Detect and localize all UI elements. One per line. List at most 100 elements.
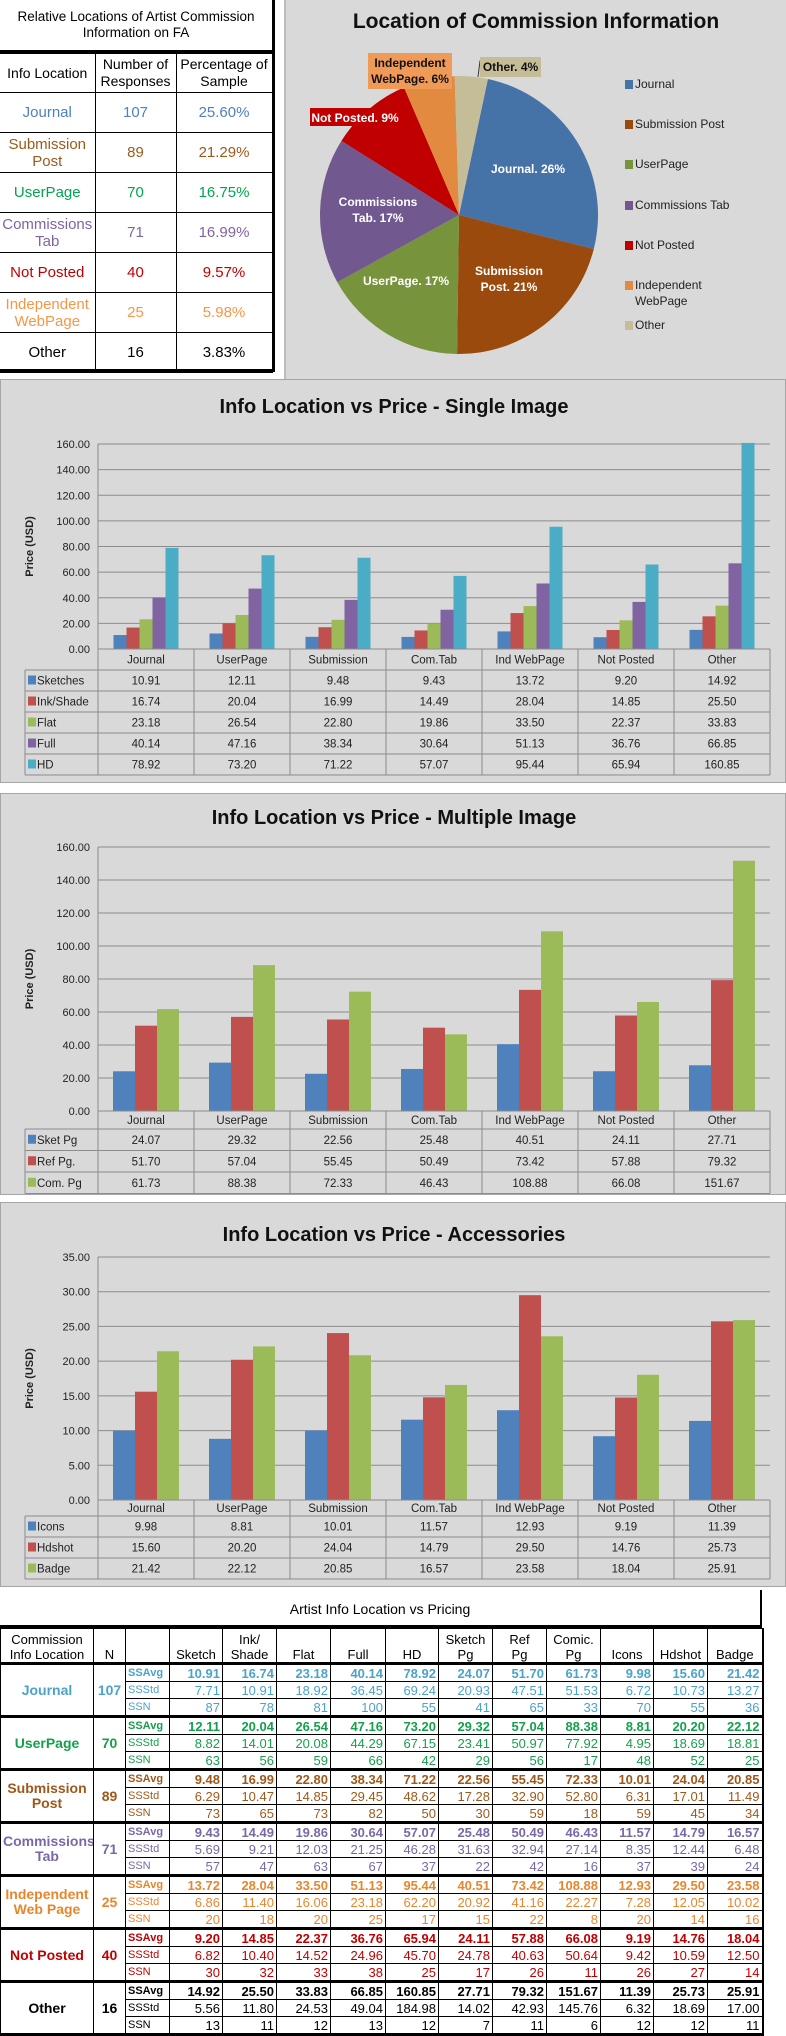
pricing-value: 17 — [385, 1910, 439, 1930]
pie-slice — [454, 76, 488, 216]
pricing-value: 6.29 — [169, 1787, 223, 1805]
bar-sket-pg — [593, 1071, 615, 1111]
pricing-value: 14.85 — [222, 1928, 277, 1947]
pricing-row: SSStd 7.71 10.91 18.92 36.45 69.24 20.93 47.51 5… — [1, 1681, 764, 1699]
pricing-value: 66.85 — [330, 1981, 386, 2000]
pie-slice — [337, 215, 459, 354]
legend-swatch — [28, 1156, 36, 1166]
data-table-value: 61.73 — [132, 1178, 161, 1190]
pricing-value: 28.04 — [222, 1875, 277, 1894]
bar-badge — [157, 1351, 179, 1500]
summary-cell-percent: 5.98% — [175, 292, 273, 333]
pricing-value: 22 — [492, 1910, 547, 1930]
bar-com-pg — [253, 965, 275, 1111]
pricing-table: Artist Info Location vs Pricing Commissi… — [0, 1590, 764, 2036]
data-table-value: 9.48 — [327, 676, 349, 688]
pricing-value: 11.80 — [222, 1999, 277, 2017]
pricing-value: 51.70 — [492, 1663, 547, 1682]
legend-item: Commissions Tab — [625, 197, 745, 213]
pricing-n: 107 — [93, 1663, 126, 1718]
summary-row: Commissions Tab 71 16.99% — [0, 212, 273, 253]
data-table-value: 29.32 — [228, 1135, 257, 1147]
data-table-value: 11.39 — [708, 1522, 736, 1534]
pricing-value: 77.92 — [546, 1734, 601, 1752]
legend-label: Commissions Tab — [635, 198, 730, 212]
legend-swatch — [28, 1563, 36, 1573]
y-tick-label: 10.00 — [62, 1426, 90, 1438]
pricing-n: 71 — [93, 1822, 126, 1877]
summary-header-cell: Number of Responses — [94, 53, 177, 93]
pricing-value: 21.25 — [330, 1840, 386, 1858]
data-table-value: 9.19 — [615, 1522, 637, 1534]
pricing-value: 51.13 — [330, 1875, 386, 1894]
pricing-value: 63 — [169, 1751, 223, 1771]
pricing-value: 8 — [546, 1910, 601, 1930]
pricing-value: 25 — [707, 1751, 764, 1771]
legend-swatch — [28, 738, 36, 748]
pricing-value: 17 — [438, 1963, 493, 1983]
pricing-header-cell: Icons — [600, 1628, 654, 1665]
pricing-row: SSN 30 32 33 38 25 17 26 11 26 27 14 — [1, 1963, 764, 1983]
data-table-value: 25.73 — [708, 1543, 737, 1555]
legend-swatch — [28, 717, 36, 727]
pricing-value: 23.18 — [276, 1663, 331, 1682]
bar-hdshot — [615, 1397, 637, 1500]
pricing-value: 14.01 — [222, 1734, 277, 1752]
pricing-row: Independent Web Page 25 SSAvg 13.72 28.04 33.… — [0, 1875, 764, 1930]
pricing-value: 9.42 — [600, 1946, 654, 1964]
pricing-n: 40 — [93, 1928, 126, 1983]
bar-full — [248, 588, 262, 649]
pricing-value: 52.80 — [546, 1787, 601, 1805]
bar-sket-pg — [113, 1071, 135, 1111]
y-tick-label: 0.00 — [69, 1495, 90, 1507]
summary-cell-responses: 70 — [94, 172, 177, 213]
pricing-stat-label: SSN — [125, 1857, 170, 1877]
pricing-value: 145.76 — [546, 1999, 601, 2017]
pricing-value: 16 — [546, 1857, 601, 1877]
bar-icons — [497, 1410, 519, 1500]
pricing-stat-label: SSStd — [125, 1681, 170, 1699]
bar-ref-pg- — [327, 1019, 349, 1111]
pricing-row: Journal 107 SSAvg 10.91 16.74 23.18 40.14 78.92… — [0, 1663, 764, 1718]
bar-badge — [637, 1374, 659, 1500]
pricing-value: 24 — [707, 1857, 764, 1877]
category-label: Not Posted — [598, 1115, 655, 1127]
pricing-value: 20 — [169, 1910, 223, 1930]
pricing-value: 6.32 — [600, 1999, 654, 2017]
pricing-value: 63 — [276, 1857, 331, 1877]
category-label: Other — [708, 1115, 737, 1127]
pricing-value: 11 — [492, 2016, 547, 2036]
y-tick-label: 20.00 — [62, 1356, 90, 1368]
pricing-value: 16.06 — [276, 1893, 331, 1911]
pricing-stat-label: SSStd — [125, 1946, 170, 1964]
pie-chart-panel: Location of Commission Information Journ… — [284, 0, 786, 380]
bar-sket-pg — [497, 1044, 519, 1111]
bar-ink-shade — [510, 613, 524, 649]
pricing-stat-label: SSStd — [125, 1787, 170, 1805]
pricing-value: 18 — [546, 1804, 601, 1824]
data-table-value: 78.92 — [132, 760, 161, 772]
pricing-value: 17.01 — [653, 1787, 708, 1805]
pricing-value: 50 — [385, 1804, 439, 1824]
pricing-value: 6 — [546, 2016, 601, 2036]
legend-label: Independent WebPage — [635, 278, 702, 308]
bar-hd — [549, 526, 563, 649]
pricing-value: 37 — [600, 1857, 654, 1877]
pricing-stat-label: SSN — [125, 1963, 170, 1983]
bar-hdshot — [231, 1359, 253, 1500]
pricing-location: Independent Web Page — [0, 1875, 94, 1930]
pricing-header-cell: Ink/ Shade — [222, 1628, 277, 1665]
legend-swatch — [625, 241, 633, 250]
pricing-value: 36 — [707, 1698, 764, 1718]
pricing-value: 38.34 — [330, 1769, 386, 1788]
pricing-value: 22.80 — [276, 1769, 331, 1788]
pricing-value: 20.93 — [438, 1681, 493, 1699]
bar-ref-pg- — [615, 1015, 637, 1111]
bar-full — [536, 583, 550, 649]
pricing-location: Journal — [0, 1663, 94, 1718]
pricing-location: Submission Post — [0, 1769, 94, 1824]
category-label: Ind WebPage — [495, 1115, 564, 1127]
data-table-value: 22.37 — [612, 718, 641, 730]
data-table-value: 151.67 — [704, 1178, 739, 1190]
bar-com-pg — [637, 1001, 659, 1111]
